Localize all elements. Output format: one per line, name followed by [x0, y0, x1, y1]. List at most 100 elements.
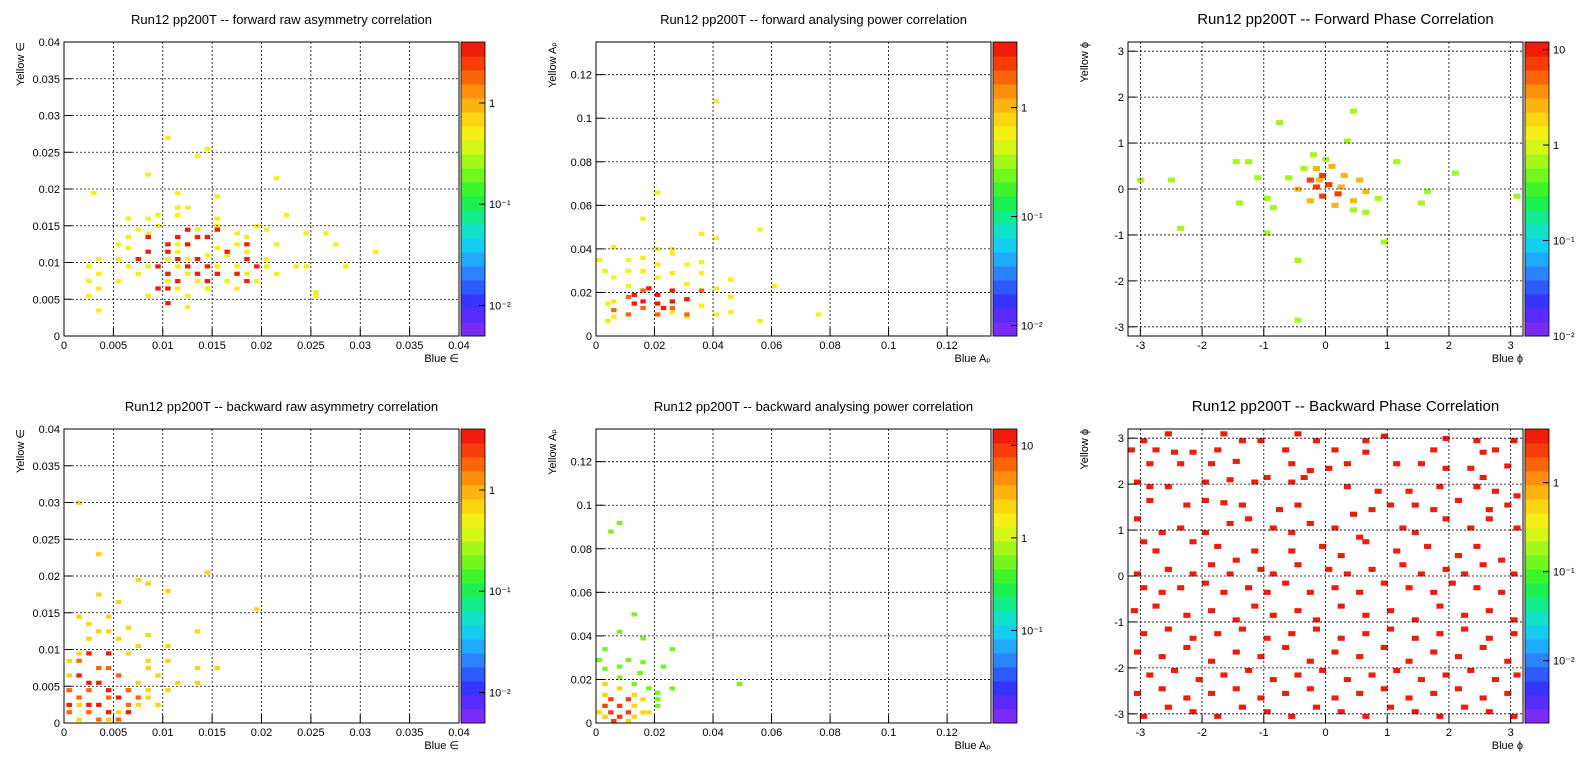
heatmap-cell: [244, 271, 250, 276]
heatmap-cell: [757, 318, 763, 324]
heatmap-cell: [204, 234, 211, 240]
heatmap-cell: [184, 293, 191, 298]
heatmap-cell: [204, 570, 211, 575]
heatmap-cell: [1479, 449, 1487, 455]
heatmap-cell: [1208, 461, 1216, 467]
colorbar-segment: [461, 639, 485, 654]
heatmap-cell: [155, 223, 161, 229]
heatmap-cell: [1220, 672, 1228, 678]
heatmap-cell: [654, 190, 661, 195]
x-tick-label: 0.025: [297, 727, 325, 739]
colorbar-segment: [461, 443, 485, 458]
heatmap-cell: [660, 305, 667, 311]
heatmap-cell: [1177, 585, 1185, 591]
x-tick-label: 0.02: [251, 727, 272, 739]
heatmap-cell: [105, 666, 112, 671]
heatmap-cell: [333, 242, 339, 247]
heatmap-cell: [1146, 672, 1154, 678]
heatmap-cell: [1479, 644, 1487, 650]
colorbar-segment: [1525, 84, 1549, 99]
heatmap-cell: [135, 643, 142, 649]
colorbar-segment: [461, 527, 485, 542]
heatmap-cell: [66, 702, 72, 707]
heatmap-cell: [669, 305, 676, 311]
heatmap-cell: [194, 629, 201, 634]
heatmap-cell: [1130, 608, 1138, 614]
heatmap-cell: [175, 212, 181, 218]
colorbar-segment: [993, 42, 1017, 57]
y-tick-label: 0.015: [32, 608, 60, 620]
heatmap-cell: [611, 244, 617, 250]
x-tick-label: 0.015: [198, 340, 226, 352]
heatmap-cell: [1356, 177, 1364, 183]
heatmap-cell: [1510, 571, 1518, 577]
heatmap-cell: [1226, 571, 1234, 577]
heatmap-cell: [115, 279, 122, 284]
heatmap-cell: [611, 275, 617, 280]
heatmap-cell: [184, 256, 191, 262]
heatmap-cell: [1312, 704, 1321, 710]
y-tick-label: 0.12: [571, 70, 592, 82]
heatmap-cell: [631, 703, 638, 708]
panel-backward-analysing-power: Run12 pp200T -- backward analysing power…: [547, 399, 1043, 752]
heatmap-cell: [165, 658, 171, 663]
heatmap-cell: [1282, 447, 1290, 453]
heatmap-cell: [611, 718, 617, 724]
heatmap-cell: [640, 216, 646, 221]
heatmap-cell: [1467, 465, 1475, 471]
heatmap-cell: [713, 98, 719, 104]
heatmap-cell: [654, 312, 661, 317]
heatmap-cell: [1251, 479, 1259, 485]
heatmap-cell: [1417, 677, 1425, 683]
heatmap-cell: [165, 242, 171, 247]
heatmap-cell: [125, 264, 132, 269]
heatmap-cell: [616, 664, 623, 669]
heatmap-cell: [1337, 184, 1345, 190]
heatmap-cell: [1340, 172, 1348, 179]
heatmap-cell: [1442, 465, 1450, 471]
heatmap-cell: [1288, 631, 1296, 637]
heatmap-cell: [1504, 463, 1512, 469]
heatmap-cell: [1306, 468, 1314, 474]
heatmap-cell: [96, 256, 102, 262]
heatmap-cell: [1343, 484, 1351, 490]
heatmap-cell: [224, 279, 230, 284]
y-tick-label: -3: [1114, 322, 1124, 334]
heatmap-cell: [1288, 461, 1296, 467]
heatmap-cell: [1263, 474, 1271, 481]
y-tick-label: 0.02: [39, 184, 60, 196]
heatmap-cell: [602, 692, 608, 698]
colorbar-segment: [1525, 210, 1549, 225]
heatmap-cell: [1146, 484, 1154, 490]
heatmap-cell: [96, 552, 102, 557]
heatmap-cell: [76, 658, 82, 663]
heatmap-cell: [125, 245, 132, 251]
y-axis-label: Yellow Aₚ: [547, 429, 559, 475]
heatmap-cell: [1380, 686, 1388, 692]
y-tick-label: -1: [1114, 230, 1124, 242]
plot-area: [596, 429, 991, 723]
heatmap-cell: [1319, 543, 1327, 549]
heatmap-cell: [155, 212, 161, 218]
heatmap-cell: [1238, 704, 1246, 710]
heatmap-cell: [115, 717, 122, 722]
heatmap-cell: [165, 249, 171, 254]
colorbar-segment: [1525, 695, 1549, 710]
heatmap-cell: [273, 271, 280, 276]
colorbar-segment: [461, 294, 485, 309]
heatmap-cell: [1331, 695, 1339, 701]
heatmap-cell: [1430, 447, 1438, 453]
heatmap-cell: [1461, 704, 1469, 710]
heatmap-cell: [1393, 667, 1401, 673]
heatmap-cell: [194, 227, 201, 232]
heatmap-cell: [1374, 488, 1382, 494]
y-tick-label: -2: [1114, 663, 1124, 675]
heatmap-cell: [323, 231, 329, 236]
heatmap-cell: [625, 312, 632, 317]
heatmap-cell: [611, 314, 617, 319]
panel-backward-raw-asymmetry: Run12 pp200T -- backward raw asymmetry c…: [15, 399, 511, 752]
heatmap-cell: [96, 629, 102, 634]
heatmap-cell: [608, 697, 614, 702]
colorbar-segment: [993, 429, 1017, 444]
x-tick-label: -2: [1197, 340, 1207, 352]
